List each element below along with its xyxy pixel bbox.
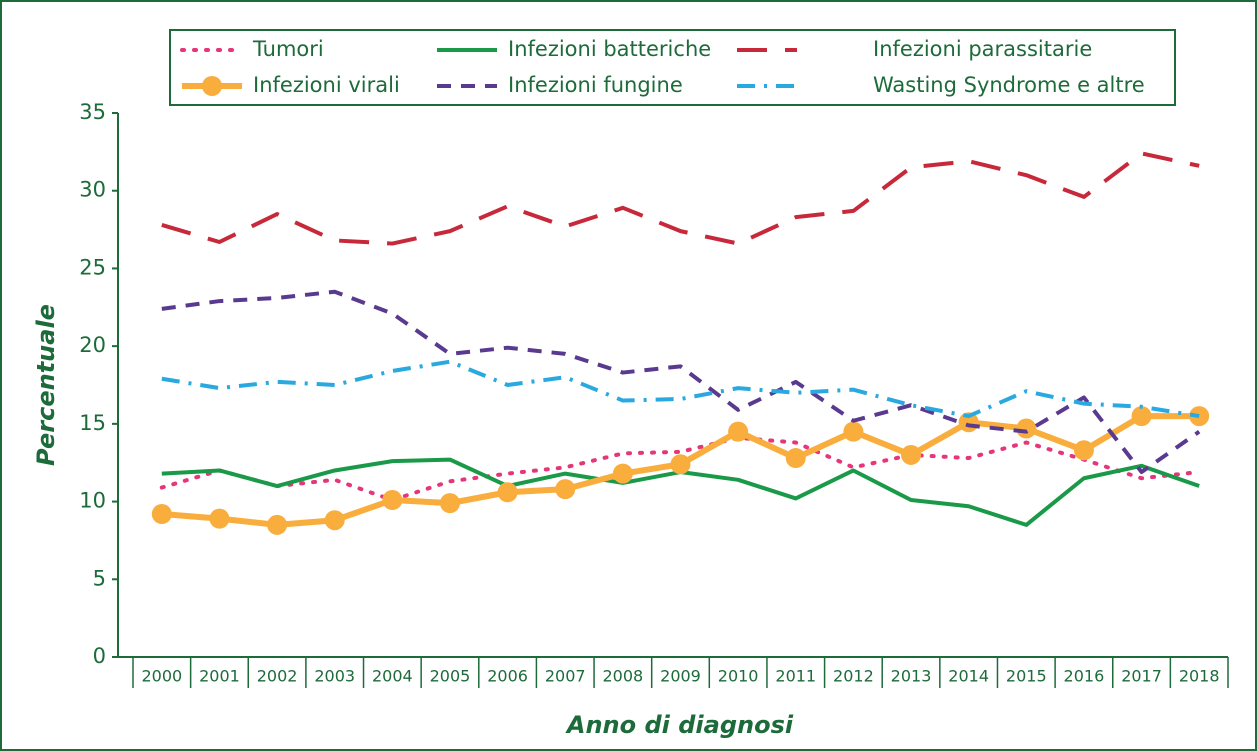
series-marker <box>785 448 806 469</box>
series-line <box>161 289 1201 475</box>
series-marker <box>1073 440 1094 461</box>
y-axis-label: Percentuale <box>32 304 60 466</box>
x-tick-label: 2014 <box>948 667 989 686</box>
x-tick-label: 2012 <box>833 667 874 686</box>
series-marker <box>497 482 518 503</box>
series-marker <box>439 493 460 514</box>
x-tick-label: 2015 <box>1006 667 1047 686</box>
series-marker <box>612 463 633 484</box>
x-tick-label: 2017 <box>1121 667 1162 686</box>
y-tick-label: 30 <box>79 178 106 202</box>
x-tick-label: 2000 <box>141 667 182 686</box>
x-tick-label: 2008 <box>603 667 644 686</box>
y-tick-label: 25 <box>79 255 106 279</box>
legend-label: Tumori <box>252 37 324 61</box>
series-line <box>161 151 1200 246</box>
series-line <box>161 359 1200 419</box>
legend-box <box>169 29 1176 106</box>
series-marker <box>901 444 922 465</box>
x-tick-label: 2016 <box>1064 667 1105 686</box>
series-marker <box>324 510 345 531</box>
legend-label: Wasting Syndrome e altre <box>873 73 1145 97</box>
series-marker <box>267 514 288 535</box>
x-tick-label: 2011 <box>775 667 816 686</box>
x-tick-label: 2013 <box>891 667 932 686</box>
series-marker <box>843 421 864 442</box>
y-tick-label: 15 <box>79 411 106 435</box>
x-tick-label: 2001 <box>199 667 240 686</box>
x-tick-label: 2006 <box>487 667 528 686</box>
legend-label: Infezioni parassitarie <box>873 37 1092 61</box>
x-tick-label: 2010 <box>718 667 759 686</box>
x-axis-label: Anno di diagnosi <box>565 711 794 739</box>
series-marker <box>728 421 749 442</box>
series-marker <box>382 490 403 511</box>
x-tick-label: 2002 <box>257 667 298 686</box>
x-tick-label: 2009 <box>660 667 701 686</box>
series-marker <box>151 504 172 525</box>
series-marker <box>1131 406 1152 427</box>
y-tick-label: 10 <box>79 489 106 513</box>
series-line <box>159 435 1202 503</box>
x-tick-label: 2018 <box>1179 667 1220 686</box>
legend-label: Infezioni virali <box>253 73 400 97</box>
series-marker <box>555 479 576 500</box>
series-marker <box>1016 418 1037 439</box>
y-tick-label: 5 <box>93 566 106 590</box>
y-tick-label: 20 <box>79 333 106 357</box>
y-tick-label: 35 <box>79 100 106 124</box>
legend-label: Infezioni batteriche <box>508 37 711 61</box>
legend-marker <box>202 76 222 96</box>
series-marker <box>670 454 691 475</box>
y-tick-label: 0 <box>93 644 106 668</box>
x-tick-label: 2007 <box>545 667 586 686</box>
x-tick-label: 2003 <box>314 667 355 686</box>
x-tick-label: 2005 <box>430 667 471 686</box>
series-marker <box>209 508 230 529</box>
x-tick-label: 2004 <box>372 667 413 686</box>
legend-label: Infezioni fungine <box>508 73 683 97</box>
